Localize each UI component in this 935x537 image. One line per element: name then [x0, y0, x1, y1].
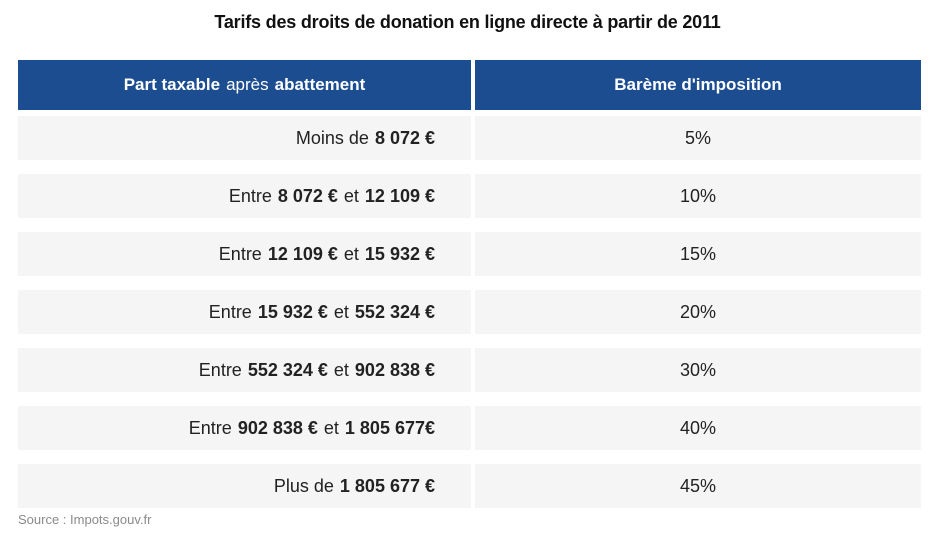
table-cell-rate: 40% [475, 406, 921, 450]
table-row: Plus de 1 805 677 € 45% [18, 464, 921, 508]
table-cell-range: Moins de 8 072 € [18, 116, 471, 160]
range-value-start: 1 805 677 € [339, 475, 435, 496]
range-connector: et [323, 417, 339, 438]
range-value-start: 552 324 € [247, 359, 328, 380]
table-cell-range: Entre 552 324 € et 902 838 € [18, 348, 471, 392]
range-value-start: 12 109 € [267, 243, 338, 264]
range-prefix: Moins de [295, 127, 369, 148]
header-text-abattement: abattement [274, 75, 366, 94]
range-connector: et [343, 243, 359, 264]
range-connector: et [333, 301, 349, 322]
range-prefix: Entre [208, 301, 252, 322]
rate-value: 15% [679, 243, 717, 264]
table-cell-rate: 15% [475, 232, 921, 276]
range-value-start: 15 932 € [257, 301, 328, 322]
table-cell-rate: 30% [475, 348, 921, 392]
range-prefix: Entre [218, 243, 262, 264]
rate-value: 10% [679, 185, 717, 206]
table-header: Part taxable après abattement Barème d'i… [18, 60, 921, 110]
table-cell-rate: 5% [475, 116, 921, 160]
source-note: Source : Impots.gouv.fr [18, 512, 152, 527]
rate-value: 20% [679, 301, 717, 322]
table-row: Entre 12 109 € et 15 932 € 15% [18, 232, 921, 276]
range-connector: et [343, 185, 359, 206]
range-prefix: Entre [188, 417, 232, 438]
rate-value: 45% [679, 475, 717, 496]
range-value-start: 8 072 € [277, 185, 338, 206]
range-value-end: 12 109 € [364, 185, 435, 206]
tax-table: Part taxable après abattement Barème d'i… [18, 60, 921, 522]
page-title: Tarifs des droits de donation en ligne d… [214, 12, 721, 32]
table-cell-range: Plus de 1 805 677 € [18, 464, 471, 508]
range-value-start: 8 072 € [374, 127, 435, 148]
range-value-end: 1 805 677€ [344, 417, 435, 438]
header-cell-rate: Barème d'imposition [475, 60, 921, 110]
range-value-end: 15 932 € [364, 243, 435, 264]
rate-value: 40% [679, 417, 717, 438]
table-row: Entre 8 072 € et 12 109 € 10% [18, 174, 921, 218]
table-cell-rate: 45% [475, 464, 921, 508]
table-row: Moins de 8 072 € 5% [18, 116, 921, 160]
table-cell-rate: 20% [475, 290, 921, 334]
header-text-apres: après [226, 75, 269, 94]
range-value-start: 902 838 € [237, 417, 318, 438]
table-cell-range: Entre 8 072 € et 12 109 € [18, 174, 471, 218]
range-value-end: 902 838 € [354, 359, 435, 380]
range-connector: et [333, 359, 349, 380]
range-prefix: Entre [198, 359, 242, 380]
table-cell-range: Entre 902 838 € et 1 805 677€ [18, 406, 471, 450]
rate-value: 5% [684, 127, 711, 148]
table-row: Entre 15 932 € et 552 324 € 20% [18, 290, 921, 334]
table-cell-range: Entre 15 932 € et 552 324 € [18, 290, 471, 334]
rate-value: 30% [679, 359, 717, 380]
table-row: Entre 552 324 € et 902 838 € 30% [18, 348, 921, 392]
header-text-part-taxable: Part taxable [123, 75, 221, 94]
table-cell-rate: 10% [475, 174, 921, 218]
range-prefix: Plus de [273, 475, 334, 496]
table-cell-range: Entre 12 109 € et 15 932 € [18, 232, 471, 276]
table-row: Entre 902 838 € et 1 805 677€ 40% [18, 406, 921, 450]
header-text-rate: Barème d'imposition [614, 75, 782, 94]
range-prefix: Entre [228, 185, 272, 206]
header-cell-taxable-part: Part taxable après abattement [18, 60, 471, 110]
range-value-end: 552 324 € [354, 301, 435, 322]
